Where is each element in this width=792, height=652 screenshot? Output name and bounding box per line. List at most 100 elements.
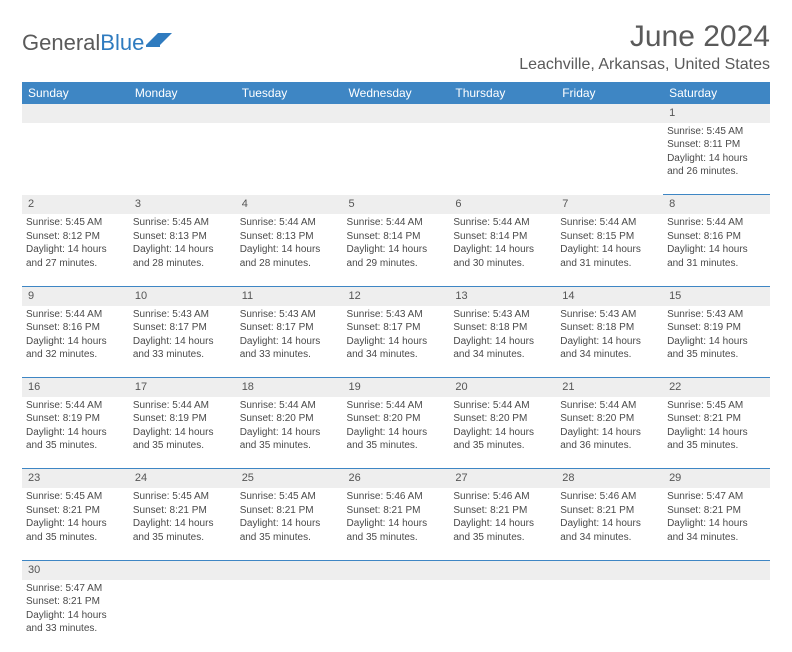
day-detail-cell: Sunrise: 5:43 AMSunset: 8:19 PMDaylight:… bbox=[663, 306, 770, 378]
sunset-line: Sunset: 8:21 PM bbox=[26, 504, 125, 518]
day-detail-cell: Sunrise: 5:44 AMSunset: 8:13 PMDaylight:… bbox=[236, 214, 343, 286]
sunrise-line: Sunrise: 5:44 AM bbox=[240, 399, 339, 413]
day-detail-cell bbox=[343, 123, 450, 195]
sunset-line: Sunset: 8:20 PM bbox=[347, 412, 446, 426]
sunrise-line: Sunrise: 5:43 AM bbox=[133, 308, 232, 322]
daylight-line: Daylight: 14 hours and 28 minutes. bbox=[240, 243, 339, 270]
sunrise-line: Sunrise: 5:44 AM bbox=[26, 308, 125, 322]
daylight-line: Daylight: 14 hours and 35 minutes. bbox=[26, 517, 125, 544]
day-number-cell: 13 bbox=[449, 286, 556, 305]
weekday-header: Sunday bbox=[22, 82, 129, 104]
daylight-line: Daylight: 14 hours and 35 minutes. bbox=[667, 335, 766, 362]
header: GeneralBlue June 2024 Leachville, Arkans… bbox=[22, 20, 770, 74]
sunset-line: Sunset: 8:17 PM bbox=[347, 321, 446, 335]
sunset-line: Sunset: 8:13 PM bbox=[240, 230, 339, 244]
day-detail-cell: Sunrise: 5:43 AMSunset: 8:18 PMDaylight:… bbox=[449, 306, 556, 378]
sunset-line: Sunset: 8:14 PM bbox=[347, 230, 446, 244]
sunset-line: Sunset: 8:21 PM bbox=[560, 504, 659, 518]
day-number-cell: 12 bbox=[343, 286, 450, 305]
sunrise-line: Sunrise: 5:44 AM bbox=[453, 216, 552, 230]
sunset-line: Sunset: 8:19 PM bbox=[667, 321, 766, 335]
sunrise-line: Sunrise: 5:45 AM bbox=[667, 399, 766, 413]
day-number-cell: 17 bbox=[129, 378, 236, 397]
sunrise-line: Sunrise: 5:45 AM bbox=[26, 490, 125, 504]
daylight-line: Daylight: 14 hours and 35 minutes. bbox=[240, 426, 339, 453]
day-number-cell: 30 bbox=[22, 560, 129, 579]
day-detail-cell: Sunrise: 5:44 AMSunset: 8:14 PMDaylight:… bbox=[449, 214, 556, 286]
day-detail-cell: Sunrise: 5:43 AMSunset: 8:17 PMDaylight:… bbox=[129, 306, 236, 378]
sunset-line: Sunset: 8:21 PM bbox=[240, 504, 339, 518]
sunset-line: Sunset: 8:19 PM bbox=[133, 412, 232, 426]
day-detail-cell: Sunrise: 5:45 AMSunset: 8:21 PMDaylight:… bbox=[663, 397, 770, 469]
day-number-cell bbox=[343, 104, 450, 123]
day-detail-cell: Sunrise: 5:44 AMSunset: 8:20 PMDaylight:… bbox=[449, 397, 556, 469]
daylight-line: Daylight: 14 hours and 35 minutes. bbox=[133, 517, 232, 544]
sunset-line: Sunset: 8:16 PM bbox=[26, 321, 125, 335]
daylight-line: Daylight: 14 hours and 35 minutes. bbox=[240, 517, 339, 544]
day-detail-cell: Sunrise: 5:43 AMSunset: 8:18 PMDaylight:… bbox=[556, 306, 663, 378]
day-detail-cell bbox=[129, 580, 236, 652]
sunrise-line: Sunrise: 5:44 AM bbox=[560, 216, 659, 230]
day-number-cell: 24 bbox=[129, 469, 236, 488]
logo-text-1: General bbox=[22, 30, 100, 55]
sunrise-line: Sunrise: 5:44 AM bbox=[347, 216, 446, 230]
day-detail-cell: Sunrise: 5:47 AMSunset: 8:21 PMDaylight:… bbox=[663, 488, 770, 560]
day-number-cell: 26 bbox=[343, 469, 450, 488]
day-detail-cell: Sunrise: 5:44 AMSunset: 8:19 PMDaylight:… bbox=[22, 397, 129, 469]
sunset-line: Sunset: 8:19 PM bbox=[26, 412, 125, 426]
daylight-line: Daylight: 14 hours and 31 minutes. bbox=[667, 243, 766, 270]
flag-icon bbox=[146, 31, 176, 49]
logo-text-2: Blue bbox=[100, 30, 144, 55]
weekday-header: Wednesday bbox=[343, 82, 450, 104]
day-number-cell: 29 bbox=[663, 469, 770, 488]
day-detail-cell: Sunrise: 5:44 AMSunset: 8:16 PMDaylight:… bbox=[22, 306, 129, 378]
daylight-line: Daylight: 14 hours and 34 minutes. bbox=[560, 335, 659, 362]
day-detail-cell: Sunrise: 5:45 AMSunset: 8:21 PMDaylight:… bbox=[129, 488, 236, 560]
daylight-line: Daylight: 14 hours and 26 minutes. bbox=[667, 152, 766, 179]
day-number-cell: 11 bbox=[236, 286, 343, 305]
day-detail-cell: Sunrise: 5:44 AMSunset: 8:20 PMDaylight:… bbox=[236, 397, 343, 469]
day-number-cell: 7 bbox=[556, 195, 663, 214]
daynum-row: 9101112131415 bbox=[22, 286, 770, 305]
daylight-line: Daylight: 14 hours and 35 minutes. bbox=[453, 517, 552, 544]
daylight-line: Daylight: 14 hours and 35 minutes. bbox=[667, 426, 766, 453]
day-number-cell bbox=[129, 560, 236, 579]
day-number-cell: 3 bbox=[129, 195, 236, 214]
day-number-cell: 22 bbox=[663, 378, 770, 397]
daylight-line: Daylight: 14 hours and 34 minutes. bbox=[453, 335, 552, 362]
day-number-cell: 28 bbox=[556, 469, 663, 488]
sunset-line: Sunset: 8:15 PM bbox=[560, 230, 659, 244]
daylight-line: Daylight: 14 hours and 30 minutes. bbox=[453, 243, 552, 270]
sunrise-line: Sunrise: 5:44 AM bbox=[667, 216, 766, 230]
month-title: June 2024 bbox=[519, 20, 770, 54]
sunrise-line: Sunrise: 5:44 AM bbox=[347, 399, 446, 413]
day-detail-cell bbox=[556, 123, 663, 195]
day-number-cell: 15 bbox=[663, 286, 770, 305]
sunset-line: Sunset: 8:18 PM bbox=[453, 321, 552, 335]
daylight-line: Daylight: 14 hours and 35 minutes. bbox=[347, 426, 446, 453]
day-detail-cell bbox=[663, 580, 770, 652]
day-number-cell bbox=[449, 560, 556, 579]
day-detail-cell: Sunrise: 5:44 AMSunset: 8:16 PMDaylight:… bbox=[663, 214, 770, 286]
day-number-cell: 6 bbox=[449, 195, 556, 214]
day-detail-cell: Sunrise: 5:45 AMSunset: 8:11 PMDaylight:… bbox=[663, 123, 770, 195]
sunset-line: Sunset: 8:21 PM bbox=[667, 412, 766, 426]
day-number-cell: 25 bbox=[236, 469, 343, 488]
sunset-line: Sunset: 8:13 PM bbox=[133, 230, 232, 244]
day-number-cell: 9 bbox=[22, 286, 129, 305]
detail-row: Sunrise: 5:44 AM Sunset: 8:19 PM Daylight:… bbox=[22, 397, 770, 469]
daylight-line: Daylight: 14 hours and 33 minutes. bbox=[133, 335, 232, 362]
day-number-cell: 18 bbox=[236, 378, 343, 397]
sunrise-line: Sunrise: 5:47 AM bbox=[667, 490, 766, 504]
sunset-line: Sunset: 8:20 PM bbox=[560, 412, 659, 426]
day-detail-cell: Sunrise: 5:43 AMSunset: 8:17 PMDaylight:… bbox=[343, 306, 450, 378]
weekday-header-row: SundayMondayTuesdayWednesdayThursdayFrid… bbox=[22, 82, 770, 104]
daylight-line: Daylight: 14 hours and 33 minutes. bbox=[240, 335, 339, 362]
day-detail-cell: Sunrise: 5:45 AMSunset: 8:21 PMDaylight:… bbox=[236, 488, 343, 560]
daylight-line: Daylight: 14 hours and 35 minutes. bbox=[453, 426, 552, 453]
sunset-line: Sunset: 8:11 PM bbox=[667, 138, 766, 152]
daylight-line: Daylight: 14 hours and 29 minutes. bbox=[347, 243, 446, 270]
day-number-cell bbox=[449, 104, 556, 123]
sunset-line: Sunset: 8:21 PM bbox=[453, 504, 552, 518]
daylight-line: Daylight: 14 hours and 35 minutes. bbox=[347, 517, 446, 544]
